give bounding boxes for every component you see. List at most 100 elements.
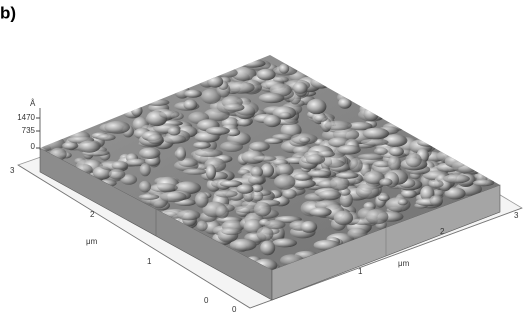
- grain: [263, 115, 281, 127]
- right-tick-label: 1: [358, 267, 363, 276]
- surface-texture: [34, 58, 507, 275]
- grain: [443, 174, 470, 183]
- grain: [249, 142, 270, 152]
- right-tick-label: 2: [440, 227, 445, 236]
- grain: [139, 194, 160, 200]
- grain: [406, 153, 422, 167]
- grain: [254, 202, 271, 216]
- grain: [265, 138, 283, 144]
- z-tick-label: 735: [22, 126, 36, 135]
- grain: [195, 192, 209, 208]
- grain: [301, 221, 318, 233]
- grain: [494, 171, 507, 181]
- grain: [216, 206, 229, 219]
- grain: [272, 238, 297, 247]
- grain: [310, 76, 331, 88]
- grain: [259, 93, 285, 103]
- grain: [215, 190, 238, 197]
- grain: [257, 69, 276, 81]
- grain: [237, 118, 252, 126]
- grain: [417, 139, 439, 147]
- grain: [388, 155, 401, 171]
- grain: [221, 228, 241, 235]
- grain: [363, 128, 389, 140]
- grain: [389, 147, 404, 157]
- left-tick-label: 1: [147, 257, 152, 266]
- grain: [139, 181, 151, 193]
- grain: [197, 221, 208, 232]
- grain: [386, 197, 411, 212]
- grain: [338, 98, 351, 109]
- grain: [176, 147, 186, 161]
- grain: [279, 64, 289, 74]
- afm-figure: b) Å 1470 735 0 3 2 1 0 μm 0 1 2 3 μm: [0, 0, 530, 320]
- right-tick-label: 0: [232, 305, 237, 314]
- grain: [318, 190, 341, 200]
- left-tick-label: 3: [10, 166, 15, 175]
- left-tick-label: 2: [90, 210, 95, 219]
- grain: [160, 191, 187, 202]
- grain: [177, 210, 200, 221]
- left-tick-label: 0: [204, 296, 209, 305]
- grain: [145, 99, 169, 106]
- grain: [324, 121, 352, 131]
- grain: [163, 135, 186, 144]
- grain: [223, 104, 244, 112]
- grain: [318, 151, 335, 158]
- grain: [150, 183, 178, 192]
- grain: [159, 110, 179, 118]
- grain: [184, 90, 202, 98]
- panel-label: b): [0, 3, 16, 22]
- grain: [473, 180, 494, 187]
- grain: [131, 105, 142, 116]
- grain: [349, 158, 362, 173]
- grain: [248, 175, 264, 184]
- grain: [293, 82, 308, 94]
- grain: [361, 139, 389, 146]
- grain: [184, 99, 198, 110]
- grain: [253, 156, 277, 162]
- grain: [274, 174, 295, 190]
- grain: [429, 180, 444, 188]
- grain: [310, 207, 332, 217]
- grain: [336, 172, 359, 179]
- grain: [307, 99, 327, 114]
- grain: [237, 184, 254, 194]
- grain: [109, 169, 126, 180]
- grain: [252, 191, 263, 201]
- z-unit: Å: [30, 99, 36, 108]
- grain: [364, 107, 379, 122]
- left-axis-label: μm: [86, 237, 98, 246]
- grain: [378, 195, 390, 201]
- grain: [452, 159, 478, 173]
- grain: [193, 142, 211, 149]
- grain: [168, 127, 181, 136]
- grain: [207, 76, 223, 88]
- grain: [195, 149, 223, 157]
- grain: [379, 178, 392, 186]
- grain: [104, 121, 130, 134]
- grain: [239, 59, 265, 68]
- grain: [147, 134, 163, 144]
- grain: [220, 141, 243, 152]
- grain: [430, 195, 443, 206]
- grain: [366, 209, 389, 224]
- grain: [265, 220, 286, 229]
- grain: [139, 147, 160, 159]
- right-axis-label: μm: [398, 259, 410, 268]
- grain: [260, 241, 275, 256]
- grain: [112, 161, 129, 170]
- z-tick-label: 0: [31, 142, 36, 151]
- grain: [206, 164, 216, 179]
- grain: [337, 145, 361, 155]
- grain: [283, 189, 297, 199]
- grain: [79, 141, 101, 153]
- grain: [299, 137, 310, 143]
- grain: [308, 170, 331, 177]
- grain: [206, 127, 230, 135]
- grain: [356, 184, 380, 199]
- grain: [374, 147, 388, 155]
- grain: [398, 199, 408, 205]
- right-tick-label: 3: [514, 211, 519, 220]
- grain: [334, 211, 353, 226]
